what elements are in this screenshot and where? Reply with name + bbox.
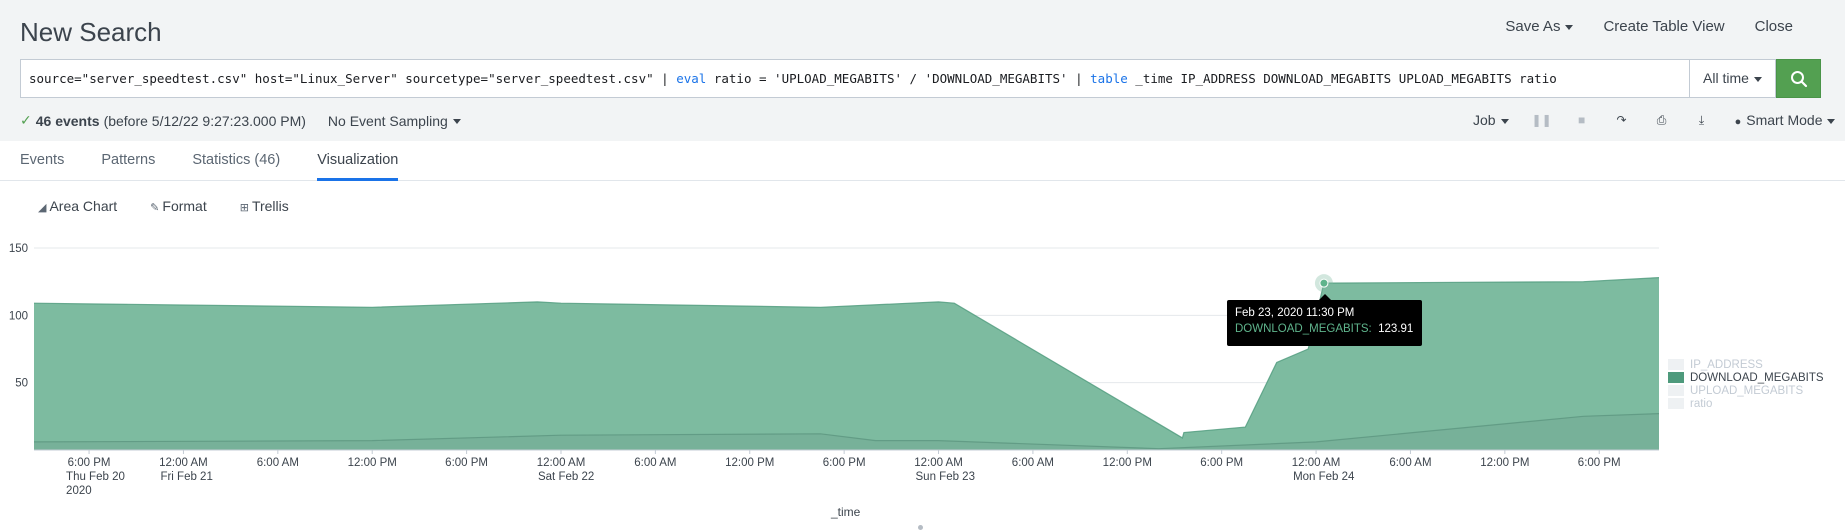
export-icon[interactable]: ⤓ <box>1698 112 1705 127</box>
query-keyword-eval: eval <box>676 71 707 86</box>
time-range-picker[interactable]: All time <box>1690 59 1776 98</box>
x-tick-label: 6:00 AM <box>257 457 299 469</box>
trellis-label: Trellis <box>251 198 289 214</box>
search-mode-label: Smart Mode <box>1746 112 1823 128</box>
search-icon <box>1790 70 1807 87</box>
events-count: 46 events <box>35 112 100 129</box>
query-text-3: _time IP_ADDRESS DOWNLOAD_MEGABITS UPLOA… <box>1127 71 1557 86</box>
chart-type-label: Area Chart <box>49 198 118 214</box>
tooltip-time: Feb 23, 2020 11:30 PM <box>1235 307 1355 319</box>
events-detail: (before 5/12/22 9:27:23.000 PM) <box>103 112 306 129</box>
x-tick-label: 6:00 PM <box>823 457 866 469</box>
search-submit-button[interactable] <box>1776 59 1821 98</box>
legend-label: IP_ADDRESS <box>1690 358 1763 371</box>
x-tick-label: 6:00 AM <box>1389 457 1431 469</box>
x-tick-label: 12:00 PM <box>1103 457 1152 469</box>
x-tick-label: 12:00 AM <box>1292 457 1341 469</box>
search-header: New Search Save As Create Table View Clo… <box>0 0 1845 141</box>
legend-swatch <box>1668 372 1684 383</box>
tab-patterns[interactable]: Patterns <box>101 152 156 168</box>
close-button[interactable]: Close <box>1754 18 1793 35</box>
x-tick-label: 6:00 PM <box>68 457 111 469</box>
chart-legend: IP_ADDRESS DOWNLOAD_MEGABITS UPLOAD_MEGABI… <box>1668 358 1824 410</box>
save-as-menu[interactable]: Save As <box>1505 18 1573 35</box>
event-sampling-menu[interactable]: No Event Sampling <box>328 113 461 129</box>
tab-statistics[interactable]: Statistics (46) <box>192 152 281 168</box>
chart-type-button[interactable]: ◢ Area Chart <box>38 198 117 214</box>
x-tick-label: 12:00 AM <box>914 457 963 469</box>
x-tick-label: 6:00 PM <box>445 457 488 469</box>
legend-swatch <box>1668 398 1684 409</box>
check-icon: ✓ <box>20 112 32 128</box>
share-icon[interactable]: ↷ <box>1616 113 1627 127</box>
x-tick-label: Sun Feb 23 <box>916 471 975 483</box>
x-tick-label: Fri Feb 21 <box>160 471 212 483</box>
query-keyword-table: table <box>1090 71 1128 86</box>
brush-icon: ✎ <box>150 202 160 214</box>
trellis-button[interactable]: ⊞ Trellis <box>240 198 289 214</box>
tab-visualization[interactable]: Visualization <box>317 141 399 181</box>
result-tabs: Events Patterns Statistics (46) Visualiz… <box>0 141 1845 181</box>
x-tick-label: 6:00 PM <box>1200 457 1243 469</box>
chart-tooltip: Feb 23, 2020 11:30 PM DOWNLOAD_MEGABITS:… <box>1227 294 1422 346</box>
pause-icon[interactable]: ❚❚ <box>1531 113 1552 127</box>
legend-swatch <box>1668 385 1684 396</box>
x-tick-label: 12:00 PM <box>348 457 397 469</box>
search-input[interactable]: source="server_speedtest.csv" host="Linu… <box>20 59 1690 98</box>
series-area-download-megabits <box>34 277 1659 450</box>
stop-icon[interactable]: ■ <box>1577 113 1586 127</box>
x-tick-label: 12:00 AM <box>159 457 208 469</box>
x-tick-label: 6:00 AM <box>1012 457 1054 469</box>
grid-icon: ⊞ <box>239 202 249 214</box>
legend-item[interactable]: IP_ADDRESS <box>1668 358 1824 371</box>
tooltip-value-row: DOWNLOAD_MEGABITS: 123.91 <box>1235 323 1414 335</box>
print-icon[interactable]: ⎙ <box>1656 112 1667 127</box>
legend-item[interactable]: UPLOAD_MEGABITS <box>1668 384 1824 397</box>
format-label: Format <box>162 198 207 214</box>
job-status: ✓ 46 events (before 5/12/22 9:27:23.000 … <box>20 112 461 129</box>
series-area-upload-megabits <box>34 413 1659 450</box>
tab-events[interactable]: Events <box>20 152 65 168</box>
highlight-point <box>1319 278 1329 288</box>
format-button[interactable]: ✎ Format <box>150 198 207 214</box>
area-chart: 150 100 50 6:00 PM Thu Feb 20 2020 12:00 AM Fri… <box>9 243 1660 497</box>
resize-handle[interactable] <box>918 525 923 530</box>
query-text-2: ratio = 'UPLOAD_MEGABITS' / 'DOWNLOAD_ME… <box>706 71 1091 86</box>
y-tick-label: 150 <box>9 243 28 255</box>
x-axis-title: _time <box>831 505 861 519</box>
series-line-upload-megabits <box>33 413 1660 450</box>
x-tick-label: 2020 <box>66 485 92 497</box>
x-tick-label: 12:00 AM <box>537 457 586 469</box>
tooltip-series: DOWNLOAD_MEGABITS: <box>1235 323 1372 335</box>
header-actions: Save As Create Table View Close <box>1505 18 1793 35</box>
y-tick-label: 100 <box>9 310 28 322</box>
legend-item[interactable]: DOWNLOAD_MEGABITS <box>1668 371 1824 384</box>
tooltip-value: 123.91 <box>1378 323 1414 335</box>
query-text-1: source="server_speedtest.csv" host="Linu… <box>29 71 677 86</box>
x-tick-label: Thu Feb 20 <box>66 471 125 483</box>
x-tick-label: 6:00 AM <box>634 457 676 469</box>
bulb-icon: ● <box>1734 116 1742 128</box>
x-tick-label: Sat Feb 22 <box>538 471 594 483</box>
y-tick-label: 50 <box>15 378 28 390</box>
job-toolbar: Job ❚❚ ■ ↷ ⎙ ⤓ ● Smart Mode <box>1473 112 1835 128</box>
legend-label: UPLOAD_MEGABITS <box>1690 384 1804 397</box>
area-chart-icon: ◢ <box>38 202 47 214</box>
x-tick-label: 12:00 PM <box>725 457 774 469</box>
legend-item[interactable]: ratio <box>1668 397 1824 410</box>
job-menu[interactable]: Job <box>1473 112 1509 128</box>
page-title: New Search <box>20 17 162 47</box>
legend-swatch <box>1668 359 1684 370</box>
create-table-view-button[interactable]: Create Table View <box>1603 18 1725 35</box>
x-tick-label: 6:00 PM <box>1578 457 1621 469</box>
x-tick-label: 12:00 PM <box>1480 457 1529 469</box>
visualization-toolbar: ◢ Area Chart ✎ Format ⊞ Trellis <box>38 198 289 214</box>
search-mode-menu[interactable]: ● Smart Mode <box>1735 112 1836 128</box>
x-tick-label: Mon Feb 24 <box>1293 471 1355 483</box>
legend-label: ratio <box>1690 397 1713 410</box>
legend-label: DOWNLOAD_MEGABITS <box>1690 371 1824 384</box>
